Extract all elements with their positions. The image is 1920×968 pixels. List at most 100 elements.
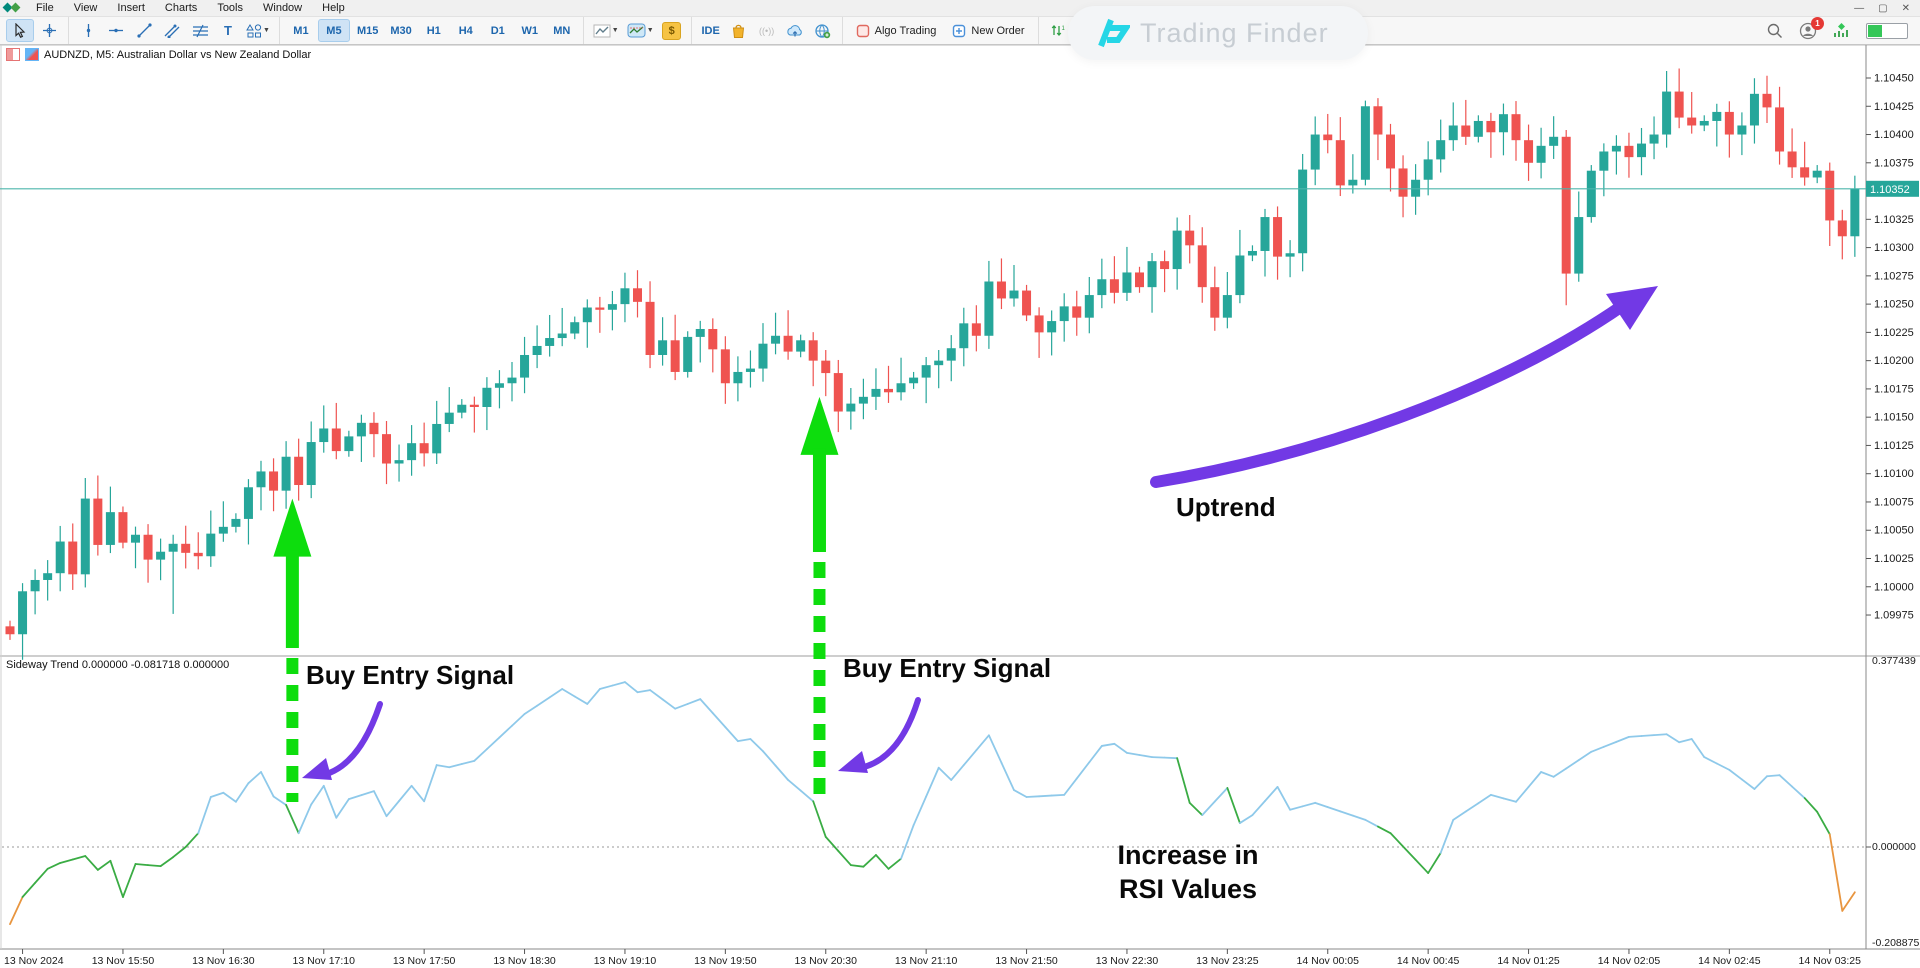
candle — [1712, 111, 1722, 121]
profile-button[interactable]: 1 — [1799, 16, 1824, 40]
search-icon[interactable] — [1767, 23, 1783, 39]
close-button[interactable]: ✕ — [1901, 2, 1910, 14]
indicator-line-segment — [1163, 756, 1179, 760]
crosshair-tool-button[interactable] — [36, 20, 62, 41]
maximize-button[interactable]: ▢ — [1878, 2, 1888, 14]
buy-signal-arrowhead — [800, 396, 839, 455]
candle — [821, 360, 831, 374]
vertical-line-tool[interactable] — [75, 20, 101, 41]
timeframe-m30[interactable]: M30 — [390, 24, 412, 37]
market-button[interactable] — [726, 20, 752, 41]
timeframe-m5[interactable]: M5 — [317, 19, 350, 42]
timeframe-m15[interactable]: M15 — [356, 24, 379, 37]
indicator-line-segment — [1126, 751, 1141, 756]
indicator-line-segment — [1628, 735, 1643, 738]
new-order-button[interactable]: New Order — [945, 20, 1031, 41]
time-axis-label: 14 Nov 01:25 — [1497, 955, 1560, 967]
timeframe-d1[interactable]: D1 — [490, 24, 505, 37]
cursor-tool-button[interactable] — [6, 19, 34, 42]
candle — [658, 340, 668, 355]
timeframe-m1[interactable]: M1 — [293, 24, 309, 37]
community-button[interactable] — [810, 20, 836, 41]
candle — [545, 338, 555, 346]
purple-arrowhead-1 — [302, 758, 332, 780]
market-watch-icon[interactable] — [1833, 22, 1850, 39]
indicator-line-segment — [335, 798, 350, 819]
indicator-line-segment — [1766, 774, 1781, 778]
candle — [80, 498, 90, 575]
price-axis-label: 1.10300 — [1874, 242, 1914, 254]
indicator-line-segment — [1602, 740, 1618, 748]
indicator-line-segment — [222, 791, 237, 803]
menu-view[interactable]: View — [73, 2, 98, 14]
symbol-title: AUDNZD, M5: Australian Dollar vs New Zea… — [44, 48, 312, 61]
menu-insert[interactable]: Insert — [117, 2, 145, 14]
timeframe-h1[interactable]: H1 — [426, 24, 441, 37]
connection-gauge — [1866, 22, 1908, 39]
time-axis-label: 13 Nov 17:50 — [393, 955, 456, 967]
candle — [796, 340, 806, 352]
minimize-button[interactable]: — — [1854, 2, 1865, 14]
trendline-tool[interactable] — [131, 20, 157, 41]
time-axis-label: 14 Nov 00:45 — [1397, 955, 1460, 967]
uptrend-arrow — [1150, 300, 1628, 488]
indicator-line-segment — [1577, 750, 1593, 762]
indicators-button[interactable]: ▼ — [624, 20, 657, 41]
menu-window[interactable]: Window — [263, 2, 303, 14]
menu-tools[interactable]: Tools — [217, 2, 243, 14]
horizontal-line-tool[interactable] — [103, 20, 129, 41]
timeframe-h4[interactable]: H4 — [458, 24, 473, 37]
chevron-down-icon: ▼ — [263, 27, 270, 34]
line-chart-icon — [593, 24, 611, 37]
cloud-button[interactable] — [782, 20, 808, 41]
indicator-line-segment — [1364, 818, 1379, 828]
indicator-line-segment — [1326, 806, 1342, 813]
signals-button[interactable]: ((•)) — [754, 20, 780, 41]
indicator-line-segment — [1640, 734, 1655, 737]
candle — [30, 579, 40, 592]
ide-button[interactable]: IDE — [701, 24, 720, 37]
indicator-line-segment — [1050, 793, 1066, 797]
menu-charts[interactable]: Charts — [164, 2, 198, 14]
indicator-line-segment — [1414, 858, 1430, 874]
fibonacci-tool[interactable] — [187, 20, 213, 41]
chevron-down-icon: ▼ — [611, 27, 619, 34]
text-tool[interactable]: T — [215, 20, 241, 41]
candle — [984, 281, 994, 336]
timeframe-w1[interactable]: W1 — [521, 24, 539, 37]
uptrend-arrowhead — [1606, 286, 1658, 330]
sort-button[interactable]: 1 — [1045, 20, 1071, 41]
indicator-line-segment — [561, 688, 576, 698]
indicator-line-segment — [1703, 756, 1718, 765]
indicator-line-segment — [297, 803, 313, 835]
indicator-line-segment — [1314, 801, 1329, 809]
indicator-line-segment — [1013, 789, 1028, 798]
candle — [1335, 140, 1345, 186]
symbol-chart-icon — [25, 48, 39, 61]
sort-arrows-icon: 1 — [1051, 25, 1065, 36]
candle — [1812, 170, 1822, 178]
candle — [306, 442, 316, 486]
chart-type-button[interactable]: ▼ — [590, 20, 622, 41]
candle — [595, 307, 605, 310]
shapes-tool[interactable]: ▼ — [243, 20, 273, 41]
channel-tool[interactable] — [159, 20, 185, 41]
indicator-line-segment — [184, 832, 200, 848]
menu-file[interactable]: File — [36, 2, 54, 14]
timeframe-mn[interactable]: MN — [553, 24, 571, 37]
market-bag-icon — [733, 24, 745, 38]
candle — [708, 328, 718, 350]
time-axis-label: 13 Nov 23:25 — [1196, 955, 1259, 967]
indicator-line-segment — [824, 835, 840, 852]
candle — [858, 396, 868, 404]
indicator-line-segment — [1075, 761, 1091, 780]
algo-trading-button[interactable]: Algo Trading — [849, 20, 944, 41]
candle — [1561, 136, 1571, 274]
candle — [1147, 261, 1157, 288]
deposit-button[interactable]: $ — [659, 20, 685, 41]
candle — [1749, 93, 1759, 126]
menu-help[interactable]: Help — [322, 2, 345, 14]
algo-trading-label: Algo Trading — [874, 24, 937, 37]
indicator-line-segment — [1665, 733, 1681, 744]
